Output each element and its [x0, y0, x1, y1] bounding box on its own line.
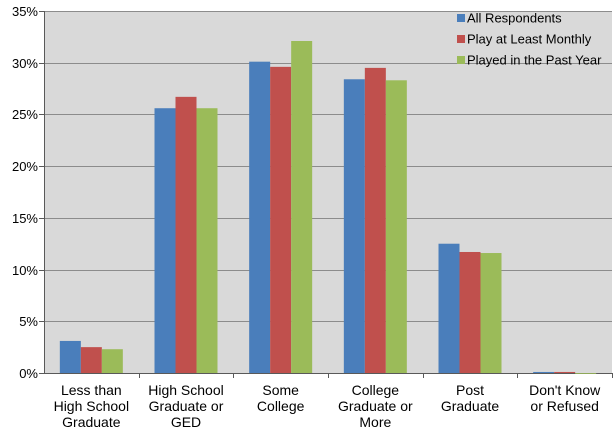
- x-tick-label-line: High School: [54, 398, 130, 414]
- legend-label-3: Played in the Past Year: [467, 53, 602, 68]
- legend-label-2: Play at Least Monthly: [467, 32, 592, 47]
- bar-3: [385, 80, 407, 373]
- x-tick-label: Don't Know or Refused: [529, 382, 601, 414]
- bar-3: [196, 108, 218, 374]
- x-tick-label-line: or Refused: [530, 398, 598, 414]
- x-tick-label-line: High School: [148, 382, 224, 398]
- y-tick-label: 5%: [19, 314, 38, 329]
- bar-2: [554, 371, 576, 373]
- bar-2: [270, 66, 292, 373]
- x-tick-label-line: College: [257, 398, 305, 414]
- bar-3: [101, 349, 123, 373]
- x-tick-label-line: Graduate or: [338, 398, 413, 414]
- legend-label-1: All Respondents: [467, 11, 562, 26]
- bar-1: [154, 108, 176, 374]
- bar-1: [533, 371, 555, 373]
- bar-1: [249, 61, 271, 374]
- legend-swatch-1: [457, 14, 465, 22]
- x-tick-label-line: Don't Know: [529, 382, 601, 398]
- bar-1: [343, 79, 365, 374]
- x-tick-label-line: GED: [171, 414, 201, 430]
- bar-3: [575, 373, 597, 374]
- bar-1: [438, 243, 460, 373]
- y-tick-label: 20%: [12, 159, 38, 174]
- legend-swatch-3: [457, 56, 465, 64]
- x-tick-label-line: Post: [456, 382, 484, 398]
- x-tick-label-line: College: [352, 382, 400, 398]
- y-tick-label: 35%: [12, 4, 38, 19]
- y-tick-label: 15%: [12, 211, 38, 226]
- x-tick-label-line: Some: [262, 382, 299, 398]
- legend-swatch-2: [457, 35, 465, 43]
- bar-2: [364, 67, 386, 373]
- x-tick-label-line: Graduate: [62, 414, 121, 430]
- x-tick-label: High School Graduate or GED: [148, 382, 224, 430]
- x-tick-label: Less than High School Graduate: [54, 382, 130, 430]
- y-tick-label: 30%: [12, 56, 38, 71]
- bar-3: [291, 40, 313, 373]
- bar-2: [175, 96, 197, 374]
- x-tick-label-line: Graduate: [441, 398, 500, 414]
- bar-1: [59, 340, 81, 373]
- plot-area: [44, 11, 612, 373]
- x-tick-label: Post Graduate: [441, 382, 500, 414]
- y-tick-label: 10%: [12, 263, 38, 278]
- y-tick-label: 25%: [12, 107, 38, 122]
- x-tick-label-line: Less than: [61, 382, 122, 398]
- bar-2: [80, 347, 102, 373]
- bar-2: [459, 251, 481, 373]
- x-tick-label-line: More: [359, 414, 391, 430]
- x-tick-label-line: Graduate or: [149, 398, 224, 414]
- x-tick-label: College Graduate or More: [338, 382, 413, 430]
- y-tick-label: 0%: [19, 366, 38, 381]
- bar-3: [480, 253, 502, 373]
- x-tick-label: Some College: [257, 382, 305, 414]
